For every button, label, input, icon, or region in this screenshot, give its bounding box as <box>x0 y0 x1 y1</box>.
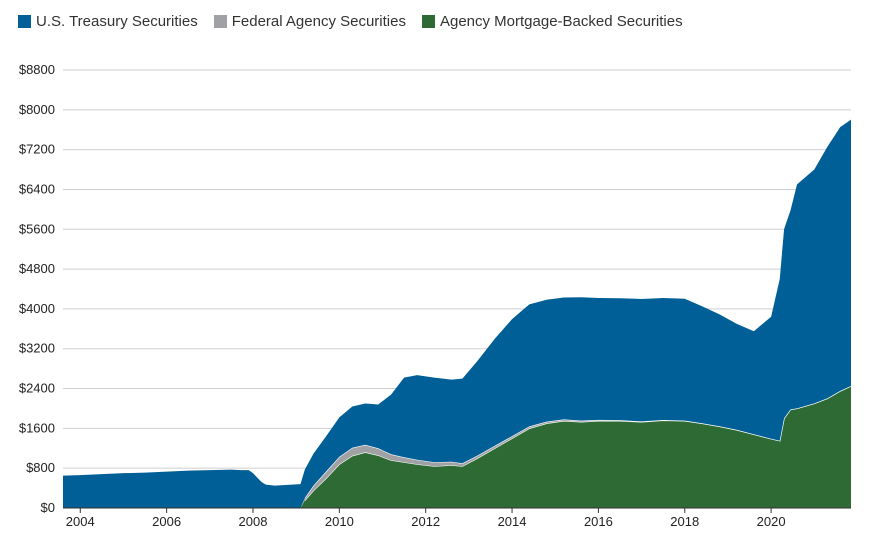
legend-swatch-treasury <box>18 15 31 28</box>
legend-swatch-federal-agency <box>213 15 227 28</box>
y-tick-label: $4000 <box>19 301 55 316</box>
y-tick-label: $8000 <box>19 102 55 117</box>
chart-legend: U.S. Treasury Securities Federal Agency … <box>18 13 683 30</box>
y-tick-label: $5600 <box>19 221 55 236</box>
treasury-area <box>63 119 851 508</box>
x-tick-label: 2006 <box>152 514 181 529</box>
mbs-area <box>63 386 851 508</box>
legend-label-federal-agency: Federal Agency Securities <box>231 13 406 30</box>
legend-label-mbs: Agency Mortgage-Backed Securities <box>439 13 683 30</box>
x-tick-label: 2018 <box>670 514 699 529</box>
x-tick-label: 2016 <box>584 514 613 529</box>
y-tick-label: $1600 <box>19 420 55 435</box>
x-tick-label: 2010 <box>325 514 354 529</box>
y-tick-label: $0 <box>41 500 55 515</box>
y-tick-label: $8800 <box>19 62 55 77</box>
y-tick-label: $7200 <box>19 142 55 157</box>
legend-item-mbs[interactable]: Agency Mortgage-Backed Securities <box>421 13 683 30</box>
y-tick-label: $800 <box>26 460 55 475</box>
y-tick-label: $4800 <box>19 261 55 276</box>
x-tick-label: 2014 <box>498 514 527 529</box>
legend-item-treasury[interactable]: U.S. Treasury Securities <box>18 13 198 30</box>
legend-label-treasury: U.S. Treasury Securities <box>36 13 198 30</box>
x-tick-label: 2020 <box>757 514 786 529</box>
x-axis: 2004 2006 2008 2010 2012 2014 2016 2018 2020 <box>63 507 851 529</box>
series-boundary-line <box>304 385 852 499</box>
legend-item-federal-agency[interactable]: Federal Agency Securities <box>213 13 406 30</box>
area-series <box>63 119 852 508</box>
x-tick-label: 2004 <box>66 514 95 529</box>
x-tick-label: 2008 <box>239 514 268 529</box>
y-tick-label: $2400 <box>19 381 55 396</box>
x-tick-label: 2012 <box>411 514 440 529</box>
y-tick-label: $3200 <box>19 341 55 356</box>
y-axis: $0 $800 $1600 $2400 $3200 $4000 $4800 $5600 $640… <box>19 62 55 515</box>
legend-swatch-mbs <box>421 15 435 28</box>
y-tick-label: $6400 <box>19 181 55 196</box>
